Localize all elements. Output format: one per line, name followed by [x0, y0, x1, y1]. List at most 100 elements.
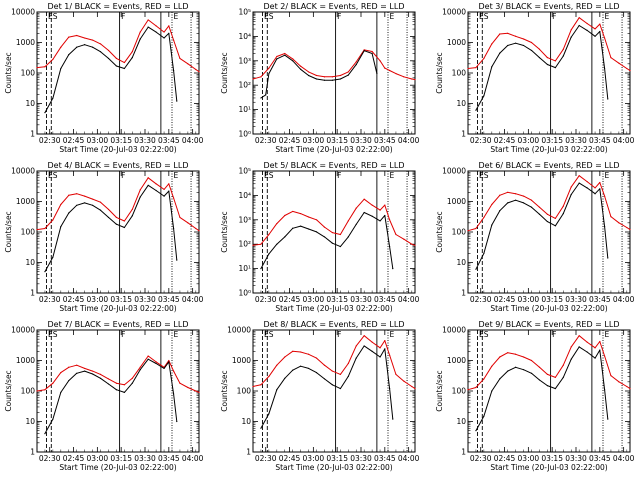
lld-point: [562, 48, 564, 50]
events-point: [339, 78, 341, 80]
y-tick-label: 1000: [447, 356, 466, 365]
lld-point: [252, 244, 254, 246]
x-tick-label: 04:00: [613, 136, 635, 145]
events-point: [292, 60, 294, 62]
events-point: [84, 370, 86, 372]
lld-point: [339, 233, 341, 236]
x-axis-label: Start Time (20-Jul-03 02:22:00): [275, 304, 392, 313]
lld-point: [139, 189, 141, 191]
events-point: [578, 182, 580, 184]
lld-point: [323, 226, 326, 228]
events-point: [515, 366, 517, 368]
lld-point: [610, 56, 612, 59]
events-point: [139, 38, 141, 40]
lld-point: [388, 69, 391, 72]
lld-point: [84, 367, 86, 370]
lld-point: [475, 227, 477, 230]
events-point: [168, 190, 170, 192]
events-point: [284, 54, 286, 56]
lld-point: [99, 43, 102, 45]
events-point: [586, 187, 588, 189]
events-point: [562, 55, 564, 57]
y-axis-label: Counts/sec: [4, 52, 13, 93]
lld-point: [626, 67, 628, 70]
events-point: [163, 37, 165, 39]
y-axis-label: Counts/sec: [435, 52, 444, 93]
lld-point: [187, 222, 189, 224]
lld-point: [603, 37, 606, 39]
events-point: [172, 69, 175, 72]
marker-label: E: [605, 12, 610, 21]
lld-point: [172, 197, 175, 199]
lld-point: [139, 366, 141, 368]
lld-point: [276, 55, 278, 58]
panel-title: Det 7/ BLACK = Events, RED = LLD: [48, 320, 189, 329]
events-point: [491, 224, 493, 226]
events-point: [483, 252, 485, 254]
events-point: [388, 245, 391, 248]
lld-point: [530, 199, 533, 201]
lld-point: [91, 39, 94, 41]
x-axis-label: Start Time (20-Jul-03 02:22:00): [59, 145, 176, 154]
lld-point: [515, 353, 517, 355]
events-point: [76, 46, 78, 48]
marker-label: F: [121, 12, 125, 21]
events-point: [554, 67, 556, 69]
events-point: [594, 35, 596, 37]
lld-point: [546, 56, 549, 59]
y-tick-label: 100: [21, 387, 36, 396]
events-point: [475, 109, 477, 111]
x-tick-label: 03:30: [134, 136, 156, 145]
x-axis-label: Start Time (20-Jul-03 02:22:00): [490, 304, 607, 313]
y-axis-label: Counts/sec: [220, 211, 229, 252]
lld-point: [522, 38, 525, 40]
events-point: [599, 349, 601, 351]
events-point: [376, 72, 378, 75]
detector-panel-6: Det 6/ BLACK = Events, RED = LLD 1 10 100 10…: [435, 161, 635, 313]
lld-point: [618, 222, 620, 224]
x-axis-label: Start Time (20-Jul-03 02:22:00): [59, 463, 176, 472]
lld-point: [530, 41, 533, 44]
events-point: [363, 345, 365, 347]
y-tick-label: 100: [237, 387, 252, 396]
x-tick-label: 02:30: [39, 136, 61, 145]
plot-frame: [467, 11, 631, 135]
lld-point: [331, 76, 334, 78]
lld-point: [131, 377, 133, 379]
lld-point: [52, 58, 54, 60]
lld-point: [629, 69, 631, 72]
lld-point: [610, 374, 612, 377]
marker-label: F: [121, 330, 125, 339]
lld-point: [198, 391, 200, 393]
plot-frame: [252, 170, 416, 294]
lld-point: [395, 72, 397, 75]
lld-point: [475, 67, 477, 69]
x-tick-label: 03:30: [350, 454, 372, 463]
lld-point: [626, 226, 628, 229]
events-point: [147, 358, 149, 360]
events-point: [515, 42, 517, 44]
x-tick-label: 04:00: [613, 454, 635, 463]
y-tick-label: 10²: [238, 240, 251, 249]
events-point: [392, 268, 394, 270]
lld-point: [467, 67, 469, 70]
detector-panel-4: Det 4/ BLACK = Events, RED = LLD 1 10 100 10…: [4, 161, 204, 313]
events-point: [554, 225, 556, 227]
detector-panel-2: Det 2/ BLACK = Events, RED = LLD 10⁰ 10¹ 10…: [220, 2, 420, 154]
lld-point: [44, 66, 46, 68]
lld-point: [198, 71, 200, 73]
y-tick-label: 10: [25, 258, 35, 267]
events-point: [60, 226, 62, 228]
lld-point: [499, 356, 501, 358]
events-point: [52, 256, 54, 258]
events-point: [546, 220, 549, 223]
lld-point: [371, 50, 373, 53]
lld-point: [355, 61, 357, 63]
y-tick-label: 1000: [16, 356, 35, 365]
lld-point: [179, 382, 181, 384]
events-point: [115, 223, 118, 225]
marker-label: S: [484, 330, 489, 339]
y-tick-label: 1: [461, 448, 466, 457]
events-point: [155, 31, 157, 33]
x-tick-label: 02:45: [494, 136, 516, 145]
